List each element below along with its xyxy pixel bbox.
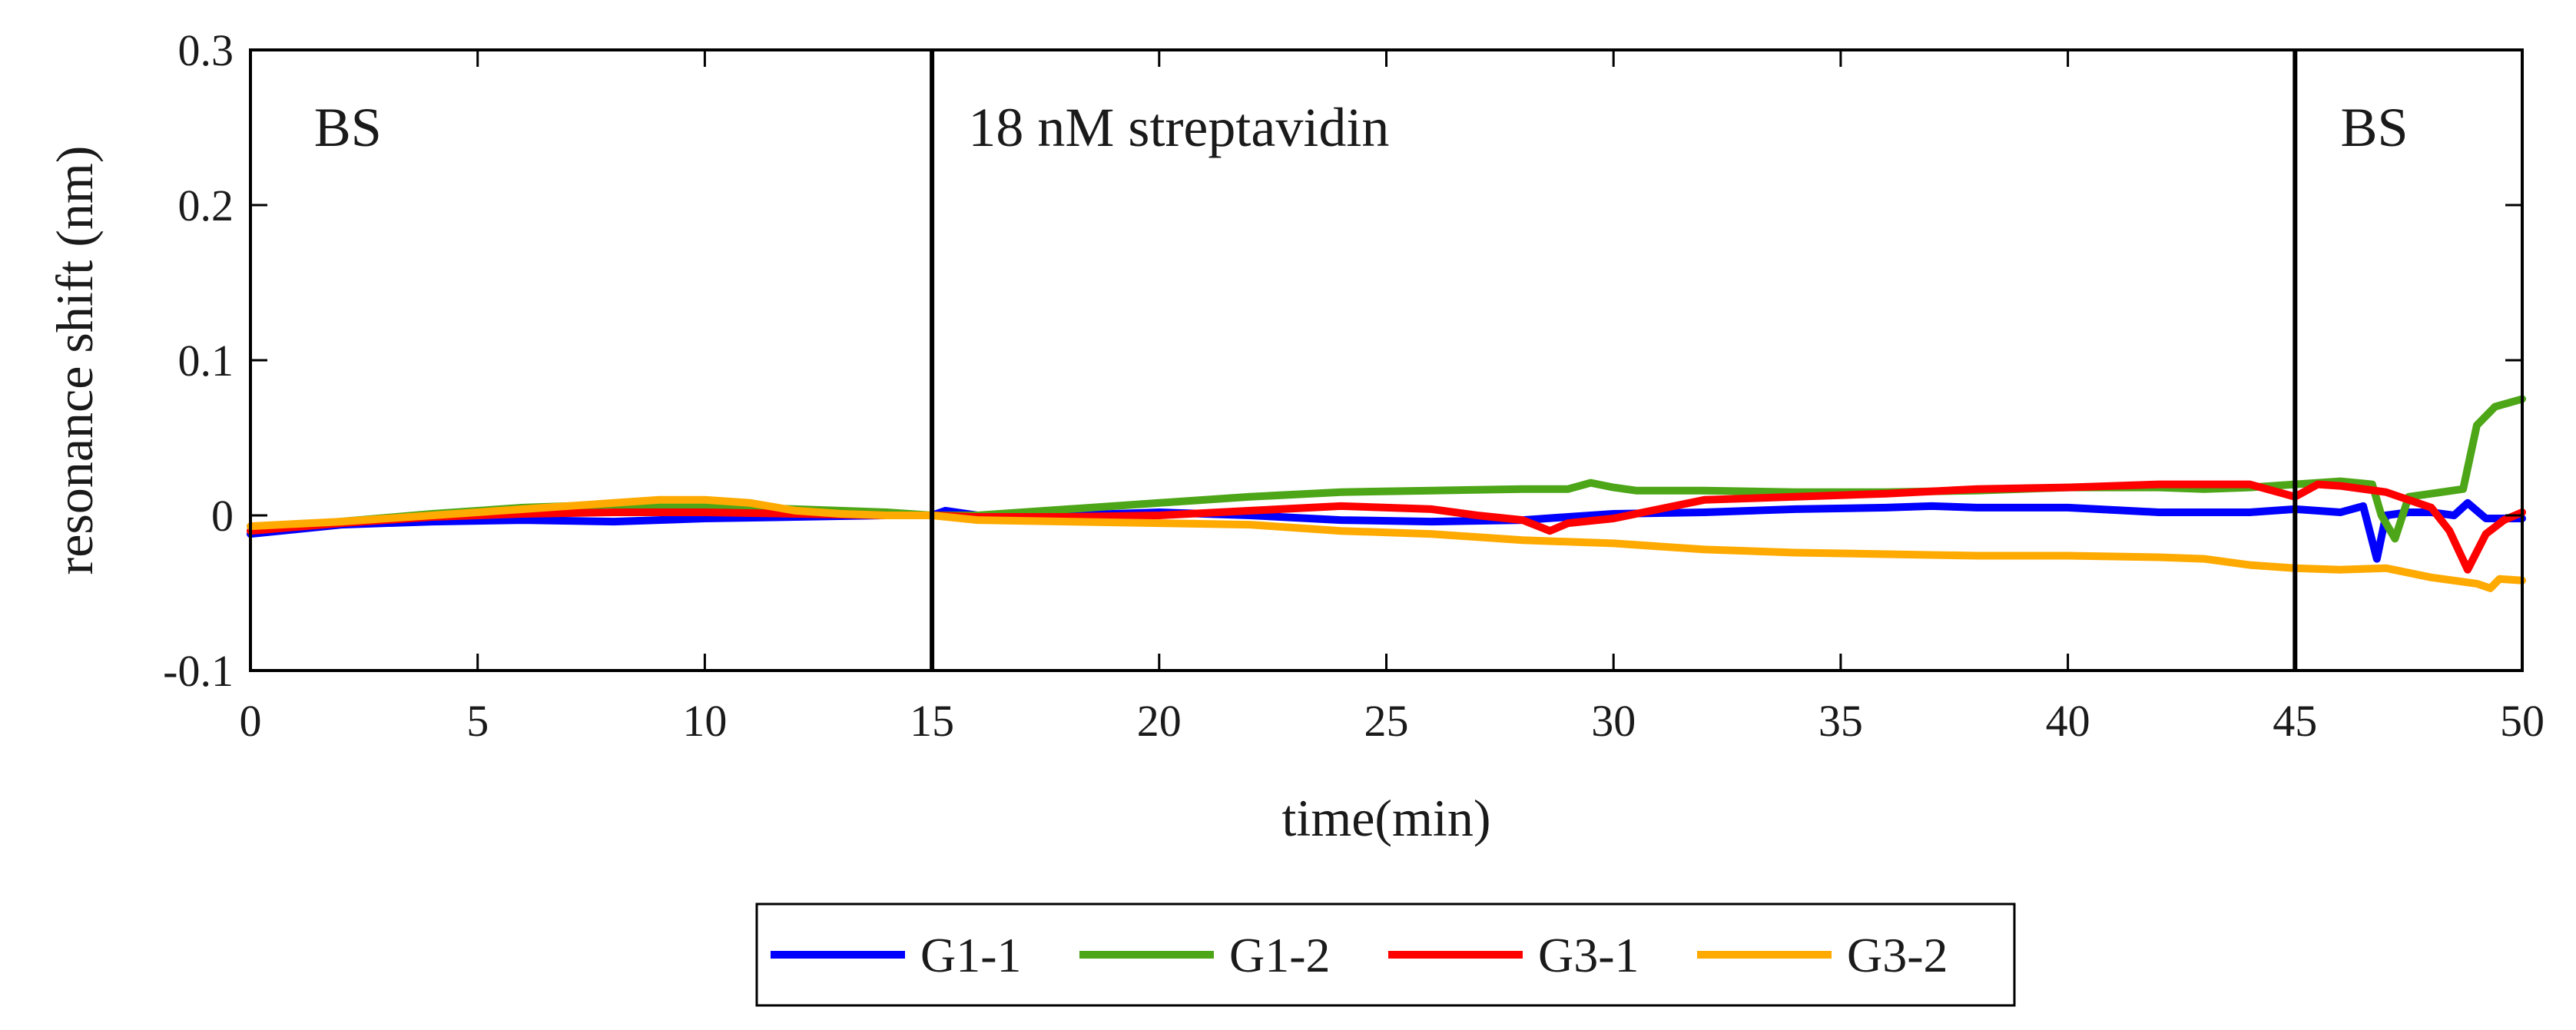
y-tick-label: -0.1 bbox=[163, 646, 234, 696]
series-layer bbox=[247, 395, 2526, 592]
y-tick-label: 0.1 bbox=[178, 336, 234, 386]
x-tick-label: 25 bbox=[1364, 696, 1409, 746]
legend-label: G1-1 bbox=[920, 928, 1022, 982]
y-axis-label: resonance shift (nm) bbox=[45, 146, 104, 575]
y-tick-label: 0 bbox=[211, 491, 234, 541]
phase-annotations: BS 18 nM streptavidin BS bbox=[314, 97, 2409, 158]
x-tick-label: 40 bbox=[2046, 696, 2090, 746]
legend-label: G1-2 bbox=[1229, 928, 1331, 982]
x-tick-label: 30 bbox=[1591, 696, 1636, 746]
x-tick-label: 5 bbox=[466, 696, 489, 746]
phase-label: 18 nM streptavidin bbox=[968, 97, 1389, 158]
legend-label: G3-1 bbox=[1538, 928, 1639, 982]
y-tick-label: 0.2 bbox=[178, 180, 234, 230]
x-tick-label: 15 bbox=[910, 696, 954, 746]
legend-label: G3-2 bbox=[1847, 928, 1948, 982]
legend: G1-1 G1-2 G3-1 G3-2 bbox=[755, 902, 2016, 1007]
phase-label: BS bbox=[314, 97, 382, 158]
x-tick-label: 20 bbox=[1137, 696, 1182, 746]
x-axis-label: time(min) bbox=[1282, 789, 1491, 847]
y-tick-label: 0.3 bbox=[178, 25, 234, 75]
x-tick-label: 50 bbox=[2500, 696, 2545, 746]
series-line-g3-2 bbox=[247, 495, 2526, 592]
phase-label: BS bbox=[2340, 97, 2408, 158]
x-tick-label: 45 bbox=[2273, 696, 2317, 746]
x-tick-label: 10 bbox=[682, 696, 727, 746]
x-tick-label: 0 bbox=[240, 696, 262, 746]
phase-boundaries bbox=[930, 50, 2298, 671]
x-tick-label: 35 bbox=[1818, 696, 1863, 746]
axis-ticks: 0 5 10 15 20 25 30 35 40 45 50-0.100.10.20.3 bbox=[163, 25, 2545, 746]
